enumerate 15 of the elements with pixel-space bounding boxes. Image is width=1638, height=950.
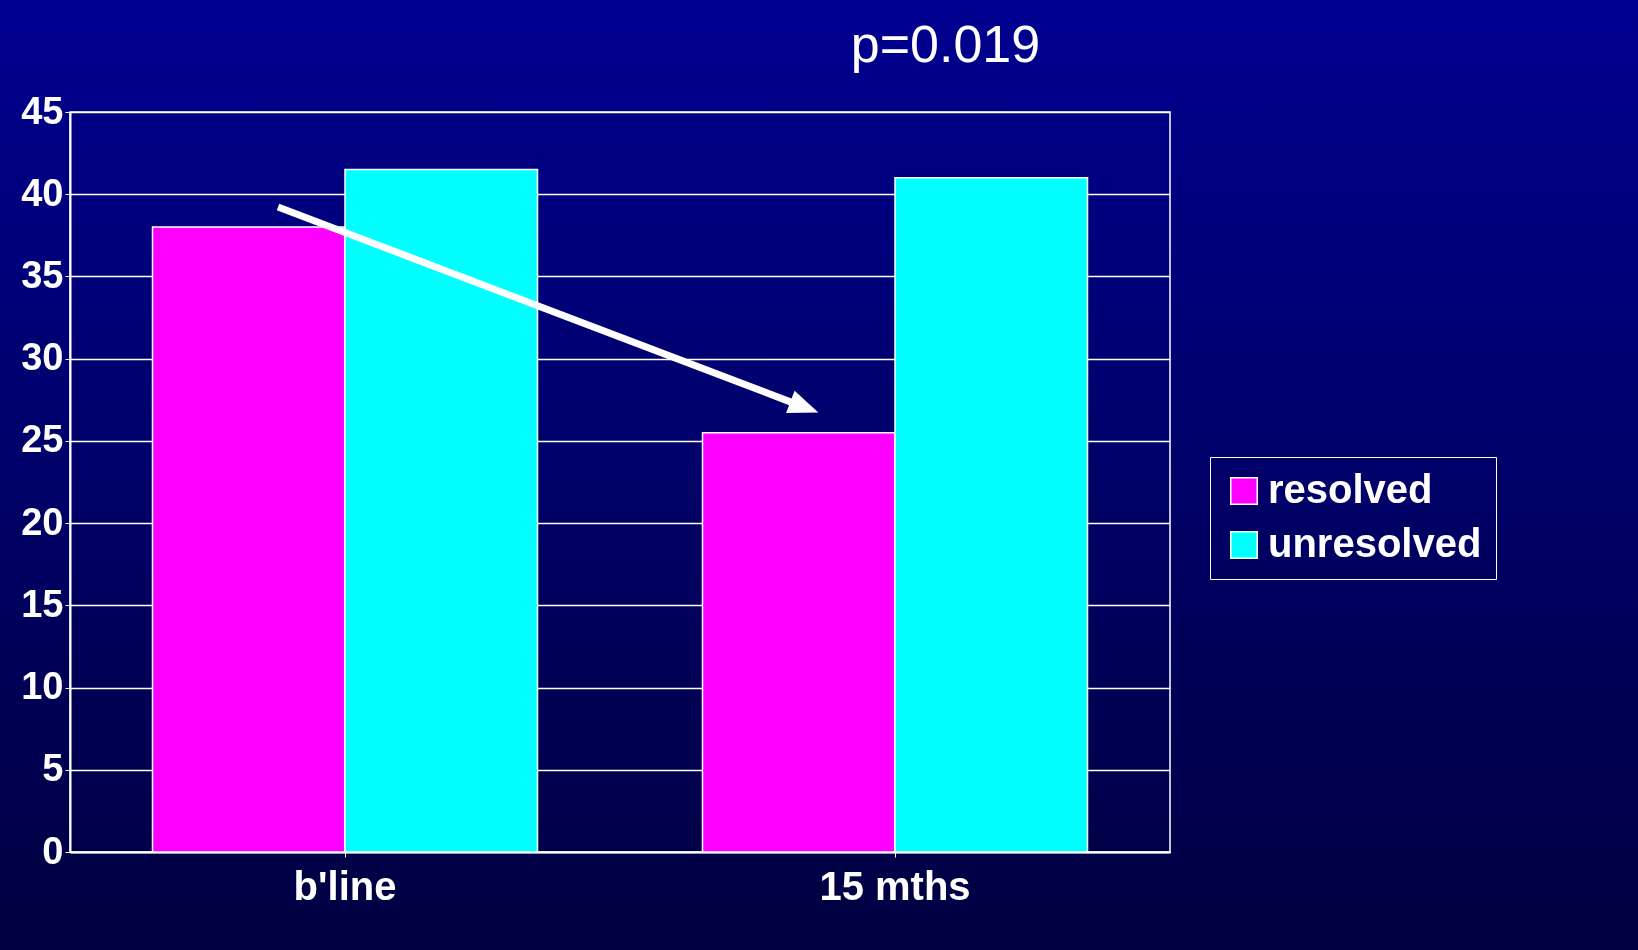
y-tick-label: 45 (21, 89, 64, 132)
y-tick-label: 10 (21, 665, 64, 708)
y-tick-label: 15 (21, 582, 64, 625)
y-tick-label: 20 (21, 500, 64, 543)
legend-label: unresolved (1268, 521, 1482, 565)
y-tick-label: 35 (21, 253, 64, 296)
y-tick-label: 25 (21, 418, 64, 461)
text: p=0.019 (850, 15, 1041, 73)
y-tick-label: 30 (21, 336, 64, 379)
y-tick-label: 5 (42, 747, 64, 790)
y-tick-label: 0 (42, 829, 64, 872)
x-tick-label: 15 mths (819, 863, 971, 908)
x-tick-label: b'line (293, 863, 397, 908)
y-tick-label: 40 (21, 171, 64, 214)
legend-label: resolved (1268, 467, 1433, 511)
